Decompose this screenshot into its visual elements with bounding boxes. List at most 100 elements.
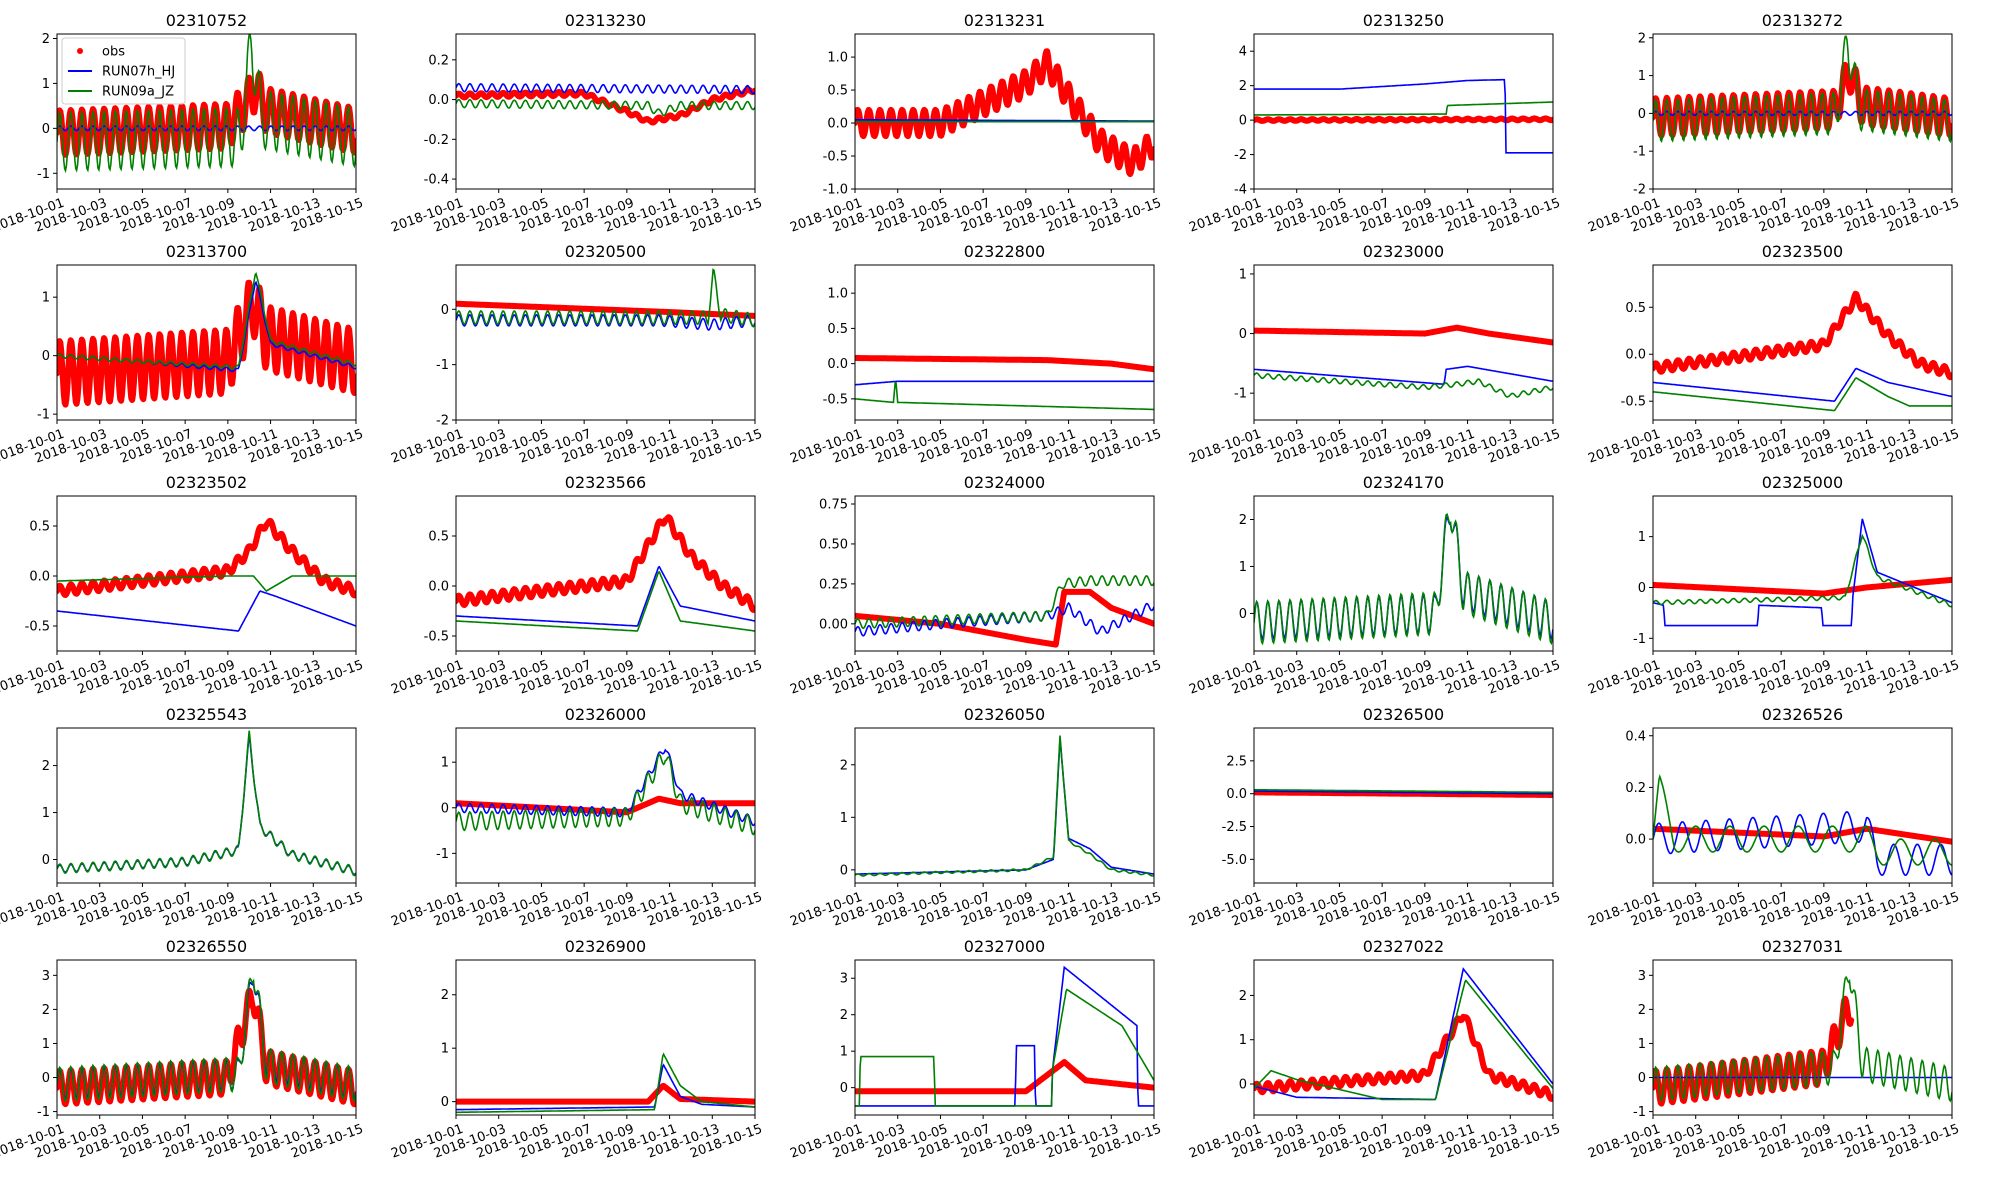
series-obs xyxy=(1254,115,1553,124)
y-tick-label: -0.5 xyxy=(25,620,50,635)
y-tick-label: 1 xyxy=(840,1045,848,1060)
y-tick-label: 1.0 xyxy=(827,51,848,66)
series-run09a-jz xyxy=(1254,372,1553,398)
series-run07h-hj xyxy=(1254,365,1553,386)
axes-frame xyxy=(854,727,1155,884)
axes-frame xyxy=(56,264,357,421)
subplot-title: 02324170 xyxy=(1363,473,1444,492)
y-tick-label: -0.5 xyxy=(823,150,848,165)
series-obs xyxy=(1653,825,1952,845)
y-tick-label: 1 xyxy=(441,756,449,771)
series-run09a-jz xyxy=(57,34,356,174)
subplot-02326050: 023260500122018-10-012018-10-032018-10-0… xyxy=(788,705,1163,930)
y-tick-label: 0 xyxy=(42,349,50,364)
series-run09a-jz xyxy=(1653,975,1952,1103)
series-run09a-jz xyxy=(1254,101,1553,116)
y-tick-label: 2 xyxy=(42,759,50,774)
axes-frame xyxy=(455,495,756,652)
plot-area xyxy=(1254,78,1553,154)
axes-frame xyxy=(1652,959,1953,1116)
plot-area xyxy=(57,517,356,632)
y-tick-label: -1 xyxy=(37,167,50,182)
series-run09a-jz xyxy=(57,575,356,593)
y-tick-label: 2 xyxy=(1638,1003,1646,1018)
series-run07h-hj xyxy=(1254,78,1553,154)
y-tick-label: 2 xyxy=(840,1008,848,1023)
series-run07h-hj xyxy=(855,118,1154,122)
y-tick-label: -1 xyxy=(1633,145,1646,160)
y-tick-label: 0.0 xyxy=(827,117,848,132)
subplot-02325543: 023255430122018-10-012018-10-032018-10-0… xyxy=(0,705,365,930)
y-tick-label: 2 xyxy=(42,32,50,47)
axes-frame xyxy=(1652,727,1953,884)
axes-frame xyxy=(455,264,756,421)
y-tick-label: 2 xyxy=(1239,513,1247,528)
axes-frame xyxy=(56,33,357,190)
y-tick-label: -2 xyxy=(1633,183,1646,198)
y-tick-label: 0.75 xyxy=(819,497,848,512)
y-tick-label: 0 xyxy=(1638,107,1646,122)
series-run09a-jz xyxy=(456,571,755,632)
y-tick-label: 0 xyxy=(1239,327,1247,342)
series-run07h-hj xyxy=(57,590,356,632)
y-tick-label: -1.0 xyxy=(823,183,848,198)
y-tick-label: 0 xyxy=(42,122,50,137)
subplot-title: 02320500 xyxy=(565,242,646,261)
series-run07h-hj xyxy=(855,380,1154,386)
plot-area xyxy=(456,1052,755,1114)
subplot-title: 02313250 xyxy=(1363,11,1444,30)
axes-frame xyxy=(854,495,1155,652)
plot-area xyxy=(1254,324,1553,398)
y-tick-label: 0.2 xyxy=(428,53,449,68)
series-obs xyxy=(1254,789,1553,798)
series-run07h-hj xyxy=(1254,790,1553,795)
y-tick-label: 0.0 xyxy=(827,357,848,372)
axes-frame xyxy=(1253,959,1554,1116)
series-run07h-hj xyxy=(1653,518,1952,627)
y-tick-label: 0 xyxy=(1239,607,1247,622)
subplot-title: 02313700 xyxy=(166,242,247,261)
y-tick-label: 1 xyxy=(42,291,50,306)
series-run09a-jz xyxy=(855,574,1154,630)
axes-frame xyxy=(854,33,1155,190)
series-run09a-jz xyxy=(855,735,1154,877)
subplot-02324000: 023240000.000.250.500.752018-10-012018-1… xyxy=(788,473,1163,698)
subplot-title: 02322800 xyxy=(964,242,1045,261)
y-tick-label: 0 xyxy=(441,801,449,816)
plot-area xyxy=(855,965,1154,1107)
subplot-02313231: 02313231-1.0-0.50.00.51.02018-10-012018-… xyxy=(788,11,1163,236)
y-tick-label: 2 xyxy=(840,758,848,773)
plot-area xyxy=(1653,290,1952,412)
axes-frame xyxy=(1652,495,1953,652)
legend: obs RUN07h_HJ RUN09a_JZ xyxy=(61,37,186,105)
y-tick-label: 3 xyxy=(42,969,50,984)
subplot-title: 02327000 xyxy=(964,937,1045,956)
subplot-02327022: 023270220122018-10-012018-10-032018-10-0… xyxy=(1187,937,1562,1162)
subplot-02320500: 02320500-2-102018-10-012018-10-032018-10… xyxy=(389,242,764,467)
axes-frame xyxy=(1652,264,1953,421)
plot-area xyxy=(456,82,755,126)
subplot-title: 02323566 xyxy=(565,473,646,492)
y-tick-label: 3 xyxy=(840,972,848,987)
y-tick-label: -4 xyxy=(1234,183,1247,198)
y-tick-label: -1 xyxy=(436,847,449,862)
axes-frame xyxy=(56,727,357,884)
series-run09a-jz xyxy=(57,977,356,1103)
plot-area xyxy=(57,977,356,1108)
series-run09a-jz xyxy=(456,268,755,328)
plot-area xyxy=(1653,518,1952,627)
y-tick-label: 1 xyxy=(1638,69,1646,84)
legend-label: RUN09a_JZ xyxy=(102,85,174,100)
y-tick-label: 2 xyxy=(441,988,449,1003)
subplot-02326900: 023269000122018-10-012018-10-032018-10-0… xyxy=(389,937,764,1162)
series-run09a-jz xyxy=(855,381,1154,411)
subplot-title: 02324000 xyxy=(964,473,1045,492)
y-tick-label: 1 xyxy=(42,1037,50,1052)
plot-area xyxy=(1653,773,1952,877)
y-tick-label: 1 xyxy=(1239,1033,1247,1048)
y-tick-label: -0.4 xyxy=(424,173,449,188)
subplot-title: 02326050 xyxy=(964,705,1045,724)
y-tick-label: 0.4 xyxy=(1625,729,1646,744)
y-tick-label: 2.5 xyxy=(1226,754,1247,769)
y-tick-label: 0.0 xyxy=(1625,833,1646,848)
